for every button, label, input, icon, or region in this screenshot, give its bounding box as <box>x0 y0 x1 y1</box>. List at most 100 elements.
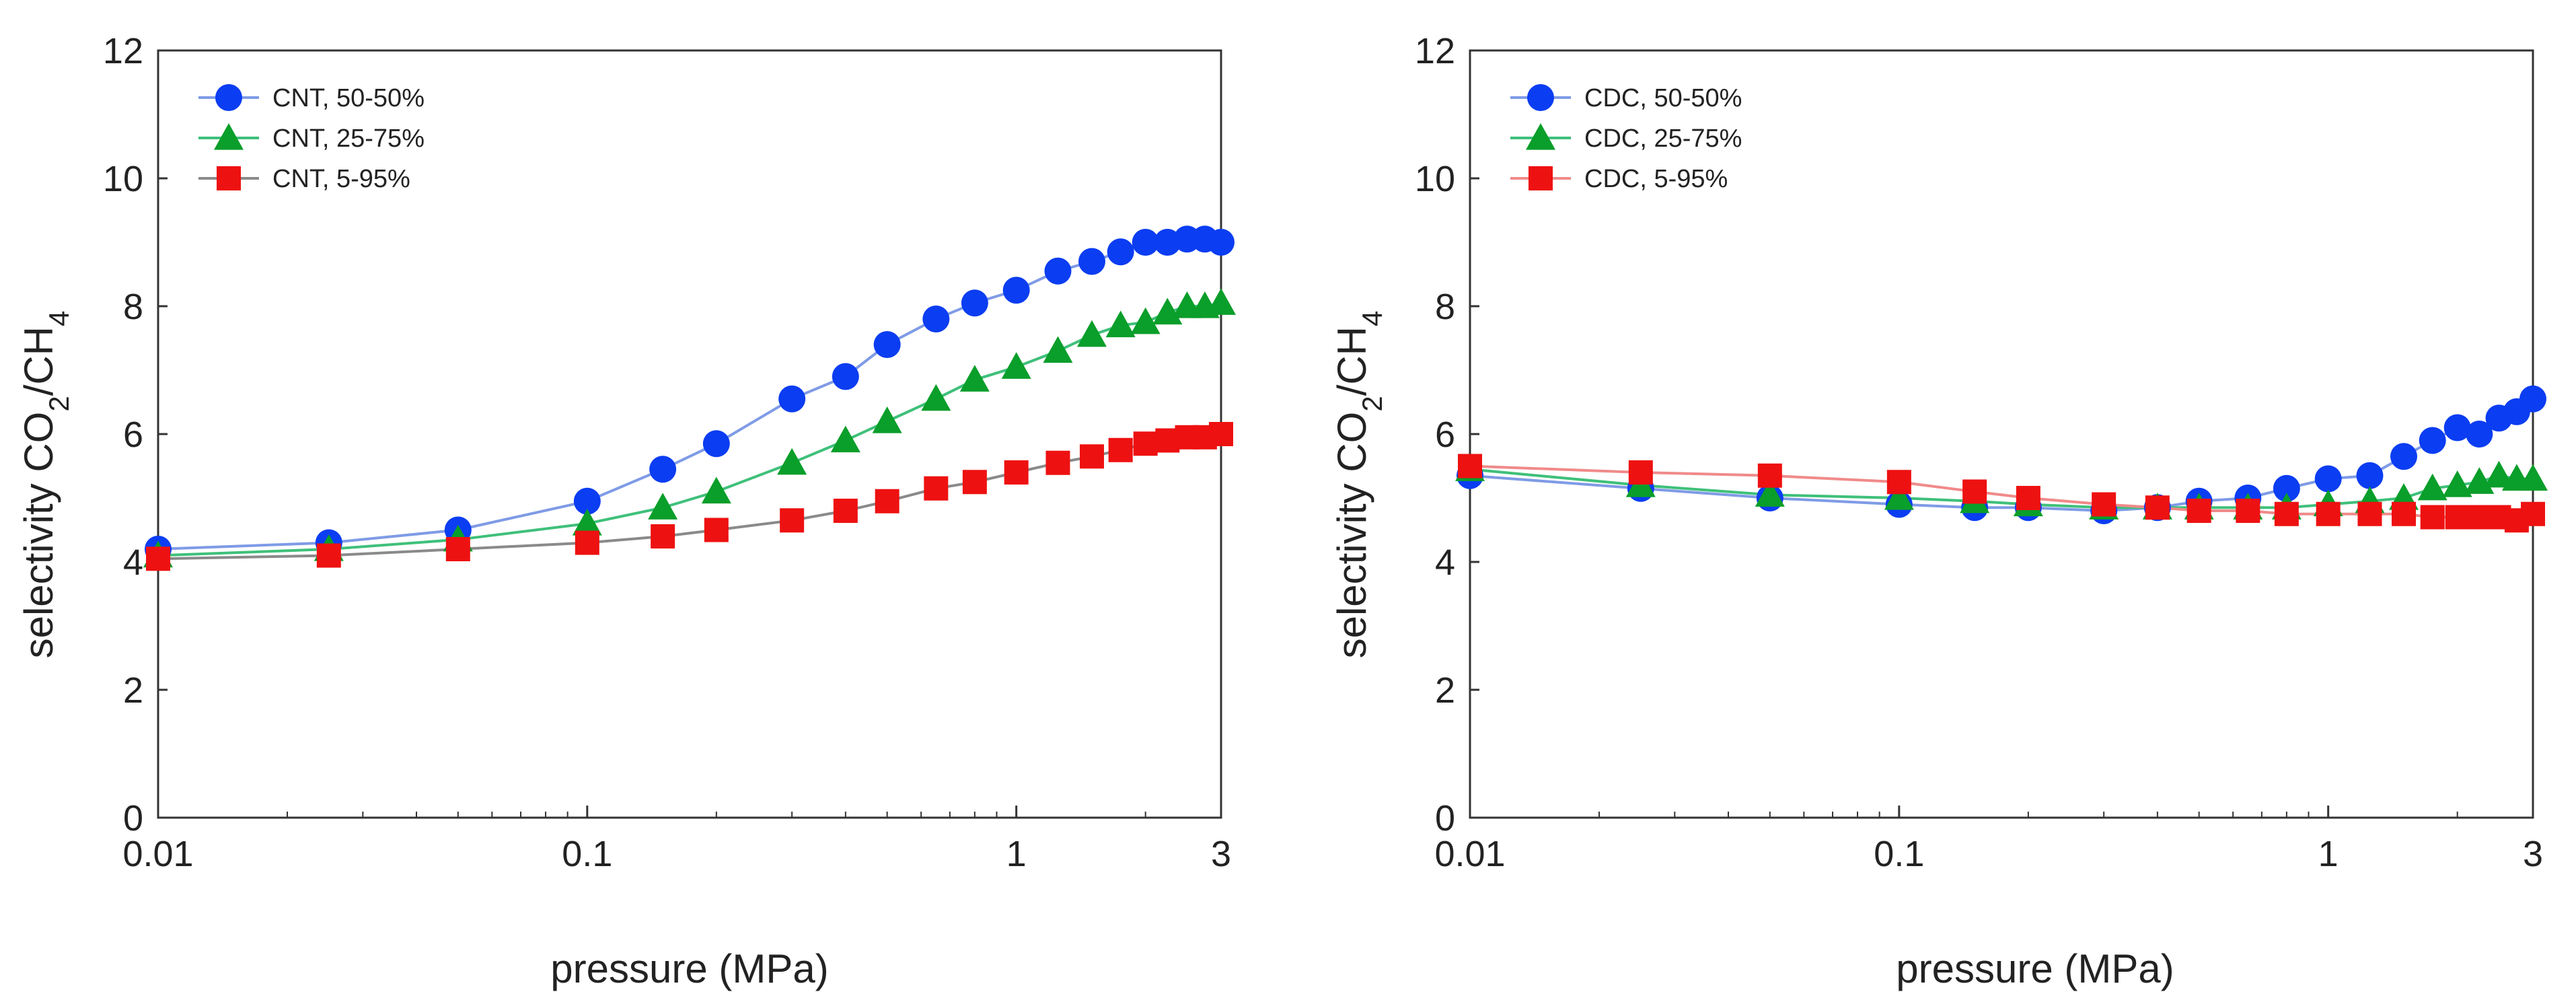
data-point-cdc-0 <box>2419 427 2446 454</box>
data-point-cnt-0 <box>1107 238 1134 266</box>
data-point-cnt-2 <box>575 530 599 555</box>
data-point-cnt-2 <box>146 546 170 571</box>
x-tick-label: 0.01 <box>1434 834 1505 874</box>
data-point-cnt-0 <box>649 456 677 483</box>
legend-label: CDC, 5-95% <box>1584 165 1728 193</box>
y-axis-title-main: selectivity CO <box>16 412 61 659</box>
data-point-cdc-2 <box>2016 486 2040 510</box>
y-tick-label: 2 <box>123 670 143 711</box>
legend-swatch-marker <box>217 166 241 190</box>
chart-cdc: 0 2 4 6 8 10 12 0.01 0.1 1 3 CDC, 50-50% CDC, 25-75… <box>1329 31 2548 991</box>
y-tick-label: 4 <box>1435 542 1455 583</box>
data-point-cnt-1 <box>1105 310 1136 338</box>
data-point-cnt-0 <box>1044 257 1072 285</box>
y-axis-title-mid: /CH <box>1329 326 1374 396</box>
data-point-cnt-2 <box>1004 460 1029 485</box>
data-point-cnt-2 <box>962 470 987 495</box>
data-point-cnt-1 <box>872 406 902 433</box>
legend-label: CNT, 50-50% <box>272 84 425 112</box>
legend-cnt: CNT, 50-50% CNT, 25-75% CNT, 5-95% <box>198 84 425 193</box>
x-tick-label: 1 <box>2318 834 2339 874</box>
x-tick-label: 0.1 <box>562 834 612 874</box>
y-axis-title-cdc: selectivity CO2/CH4 <box>1329 311 1388 659</box>
data-point-cnt-0 <box>1132 229 1159 256</box>
y-tick-label: 0 <box>123 798 143 839</box>
data-point-cdc-2 <box>1886 470 1911 495</box>
data-point-cdc-1 <box>1755 480 1785 507</box>
data-point-cdc-1 <box>2518 464 2548 491</box>
data-point-cdc-2 <box>2274 501 2299 526</box>
data-point-cnt-2 <box>1079 444 1104 469</box>
y-tick-label: 2 <box>1435 670 1455 711</box>
data-point-cnt-0 <box>1002 277 1030 304</box>
legend-swatch-marker <box>1526 123 1555 150</box>
y-tick-label: 8 <box>123 287 143 327</box>
data-point-cnt-0 <box>702 430 730 458</box>
data-point-cnt-1 <box>701 476 731 504</box>
data-point-cnt-1 <box>777 448 807 475</box>
data-point-cnt-2 <box>445 537 470 561</box>
x-tick-label: 3 <box>1211 834 1231 874</box>
legend-label: CNT, 5-95% <box>272 165 410 193</box>
data-point-cnt-1 <box>1130 307 1161 334</box>
data-point-cdc-1 <box>2417 473 2448 501</box>
data-point-cnt-1 <box>830 425 860 453</box>
x-tick-label: 3 <box>2523 834 2543 874</box>
x-tick-label: 0.01 <box>122 834 193 874</box>
data-point-cnt-0 <box>778 385 806 413</box>
data-point-cdc-2 <box>2316 501 2341 526</box>
legend-label: CDC, 50-50% <box>1584 84 1742 112</box>
data-point-cdc-2 <box>2420 505 2445 530</box>
data-point-cdc-0 <box>2443 414 2471 441</box>
legend-swatch-marker <box>215 84 242 111</box>
legend-label: CDC, 25-75% <box>1584 124 1742 153</box>
data-point-cdc-1 <box>2484 460 2514 488</box>
data-point-cnt-0 <box>832 363 859 390</box>
legend-swatch-marker <box>1529 166 1553 190</box>
data-point-cnt-1 <box>1206 288 1236 315</box>
y-tick-label: 8 <box>1435 287 1455 327</box>
data-point-cdc-1 <box>2442 470 2472 497</box>
data-point-cdc-0 <box>2519 385 2546 413</box>
legend-cdc: CDC, 50-50% CDC, 25-75% CDC, 5-95% <box>1510 84 1742 193</box>
data-point-cnt-2 <box>316 543 341 568</box>
data-point-cdc-2 <box>2521 501 2545 526</box>
legend-swatch-marker <box>1527 84 1554 111</box>
data-point-cnt-1 <box>1043 336 1073 363</box>
data-point-cnt-2 <box>1133 431 1158 456</box>
x-axis-title-cdc: pressure (MPa) <box>1896 946 2174 991</box>
x-axis-title-cnt: pressure (MPa) <box>550 946 828 991</box>
data-point-cnt-0 <box>1208 229 1235 256</box>
y-axis-title-sub1: 2 <box>1356 396 1388 411</box>
data-point-cdc-2 <box>2092 492 2117 517</box>
data-point-cdc-2 <box>2357 501 2382 526</box>
y-tick-label: 10 <box>103 159 143 199</box>
y-axis-title-sub1: 2 <box>43 396 75 411</box>
data-point-cnt-1 <box>921 384 951 411</box>
data-point-cdc-1 <box>1884 483 1914 510</box>
legend-swatch-marker <box>214 123 244 150</box>
data-point-cdc-0 <box>2314 465 2342 493</box>
data-point-cnt-0 <box>1078 248 1105 275</box>
data-point-cnt-2 <box>1209 422 1233 446</box>
plot-area-cnt: 0 2 4 6 8 10 12 0.01 0.1 1 3 <box>103 31 1236 874</box>
data-point-cdc-2 <box>1757 463 1782 488</box>
y-axis-title-sub2: 4 <box>43 311 75 326</box>
y-axis-title-sub2: 4 <box>1356 311 1388 326</box>
data-point-cdc-0 <box>2356 462 2384 489</box>
y-tick-label: 12 <box>103 31 143 71</box>
data-point-cnt-2 <box>651 524 675 548</box>
data-point-cnt-1 <box>959 365 990 392</box>
data-point-cnt-2 <box>875 489 899 513</box>
legend-label: CNT, 25-75% <box>272 124 425 153</box>
y-tick-label: 12 <box>1415 31 1455 71</box>
y-tick-label: 6 <box>1435 415 1455 455</box>
data-point-cdc-2 <box>2236 499 2260 523</box>
data-point-cnt-0 <box>573 487 601 515</box>
data-point-cnt-0 <box>873 331 901 358</box>
data-point-cdc-2 <box>2145 495 2170 520</box>
data-point-cdc-0 <box>2466 421 2493 448</box>
y-tick-label: 4 <box>123 542 143 583</box>
y-tick-label: 10 <box>1415 159 1455 199</box>
